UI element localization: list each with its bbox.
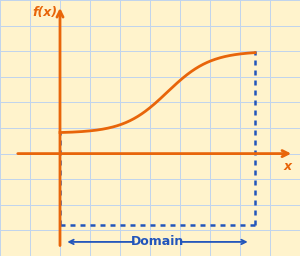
Text: x: x <box>284 160 292 173</box>
Text: Domain: Domain <box>131 236 184 248</box>
Text: f(x): f(x) <box>32 6 58 19</box>
